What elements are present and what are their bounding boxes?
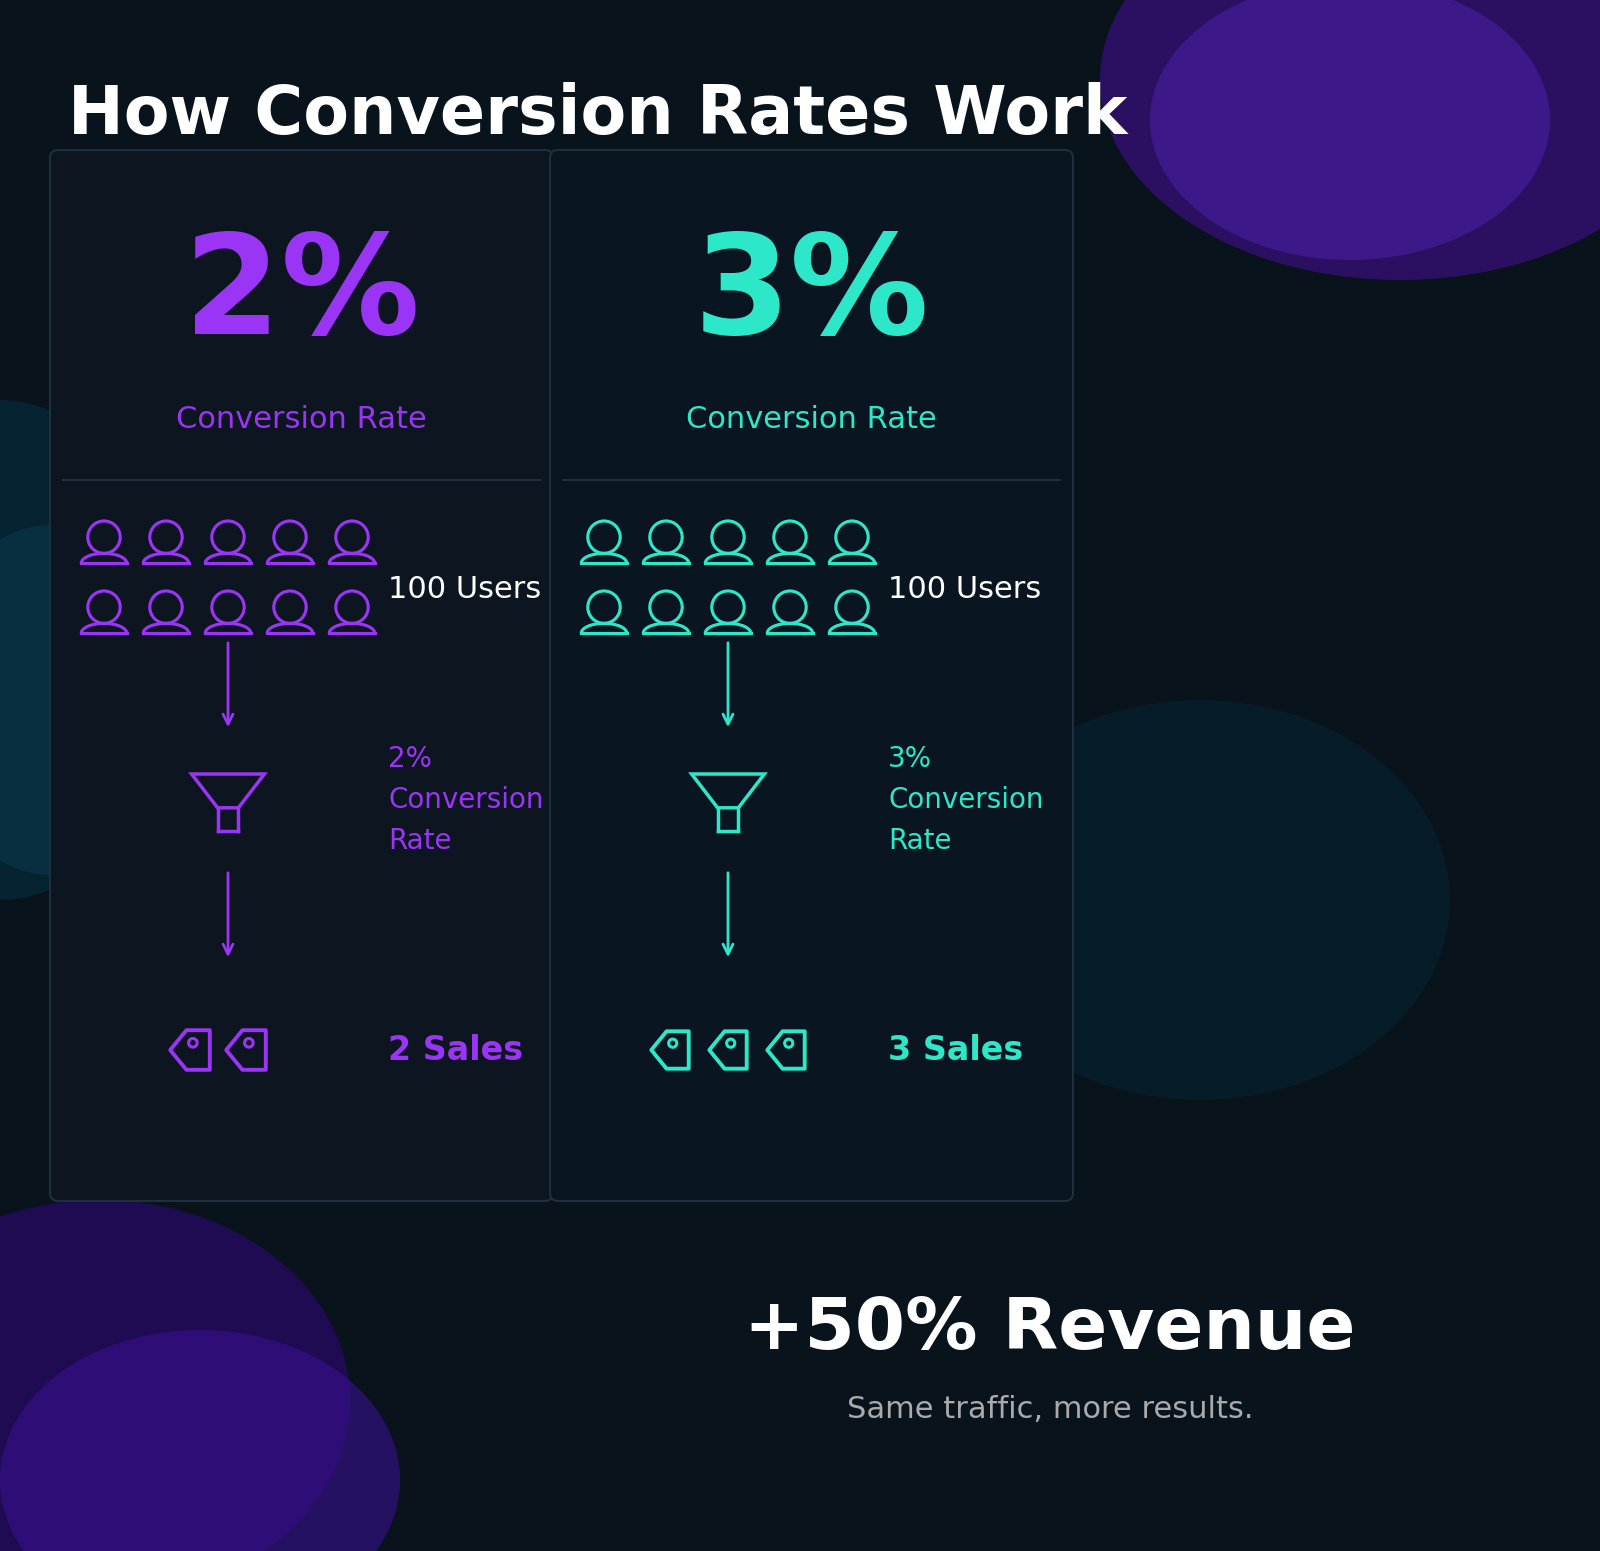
Text: 2%: 2% bbox=[184, 228, 419, 363]
Text: Same traffic, more results.: Same traffic, more results. bbox=[846, 1396, 1253, 1424]
Text: 3%: 3% bbox=[694, 228, 930, 363]
Text: 2%
Conversion
Rate: 2% Conversion Rate bbox=[387, 744, 544, 855]
Text: 100 Users: 100 Users bbox=[888, 575, 1042, 605]
Text: Conversion Rate: Conversion Rate bbox=[176, 405, 427, 434]
Ellipse shape bbox=[0, 1200, 350, 1551]
FancyBboxPatch shape bbox=[50, 150, 554, 1200]
FancyBboxPatch shape bbox=[550, 150, 1074, 1200]
Text: Conversion Rate: Conversion Rate bbox=[686, 405, 938, 434]
Ellipse shape bbox=[0, 1331, 400, 1551]
Text: 3 Sales: 3 Sales bbox=[888, 1033, 1024, 1067]
Text: 3%
Conversion
Rate: 3% Conversion Rate bbox=[888, 744, 1043, 855]
Text: +50% Revenue: +50% Revenue bbox=[744, 1295, 1355, 1365]
Text: 100 Users: 100 Users bbox=[387, 575, 541, 605]
Ellipse shape bbox=[1101, 0, 1600, 281]
Ellipse shape bbox=[1150, 0, 1550, 261]
Ellipse shape bbox=[0, 524, 174, 875]
Text: How Conversion Rates Work: How Conversion Rates Work bbox=[67, 82, 1128, 147]
Text: 2 Sales: 2 Sales bbox=[387, 1033, 523, 1067]
Ellipse shape bbox=[950, 700, 1450, 1100]
Ellipse shape bbox=[0, 400, 174, 900]
